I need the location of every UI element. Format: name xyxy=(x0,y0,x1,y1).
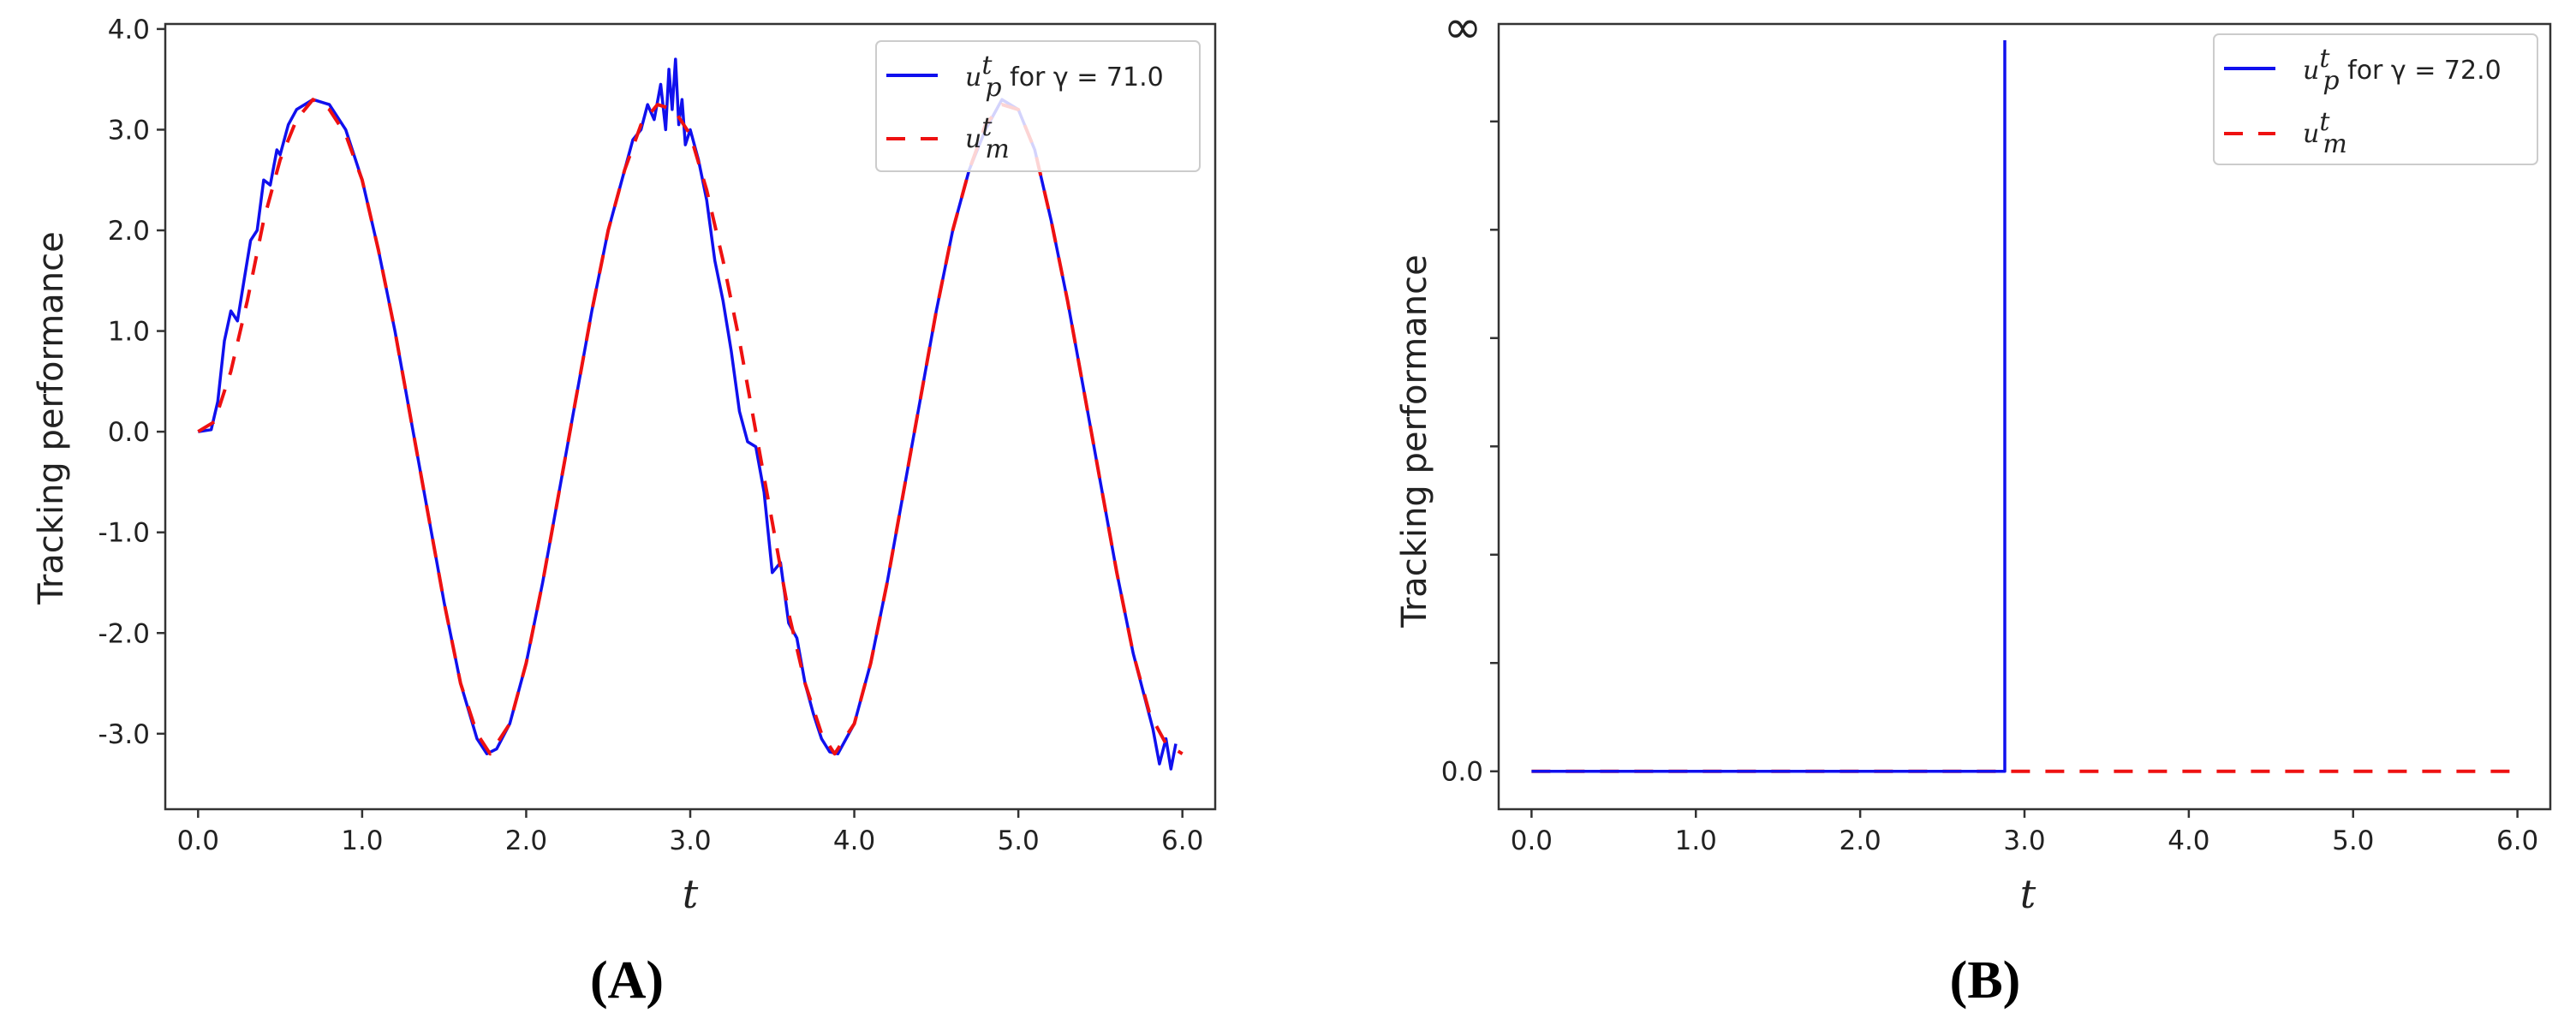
panel-a-x-tick-label: 5.0 xyxy=(997,825,1039,856)
panel-a-x-ticks: 0.0 1.0 2.0 3.0 4.0 5.0 6.0 xyxy=(177,809,1203,856)
panel-b-x-tick-label: 1.0 xyxy=(1675,825,1717,856)
panel-a-y-tick-label: 4.0 xyxy=(108,15,150,45)
panel-a-x-tick-label: 6.0 xyxy=(1161,825,1203,856)
panel-b-legend-entry-um: ut m xyxy=(2303,107,2347,159)
panel-b-y-tick-label: 0.0 xyxy=(1441,757,1483,788)
panel-b-legend-box xyxy=(2213,33,2538,165)
panel-a-x-tick-label: 1.0 xyxy=(341,825,383,856)
panel-a-y-tick-label: 2.0 xyxy=(108,216,150,247)
panel-b-label: (B) xyxy=(1950,951,2021,1010)
panel-a-y-axis-label: Tracking performance xyxy=(32,231,71,605)
panel-b: 0.0 0.0 1.0 2.0 3.0 4.0 5.0 6.0 ∞ Tracking per… xyxy=(1395,0,2552,1010)
panel-a-x-tick-label: 2.0 xyxy=(505,825,547,856)
panel-a-x-tick-label: 3.0 xyxy=(669,825,711,856)
panel-b-legend: ut p for γ = 72.0 ut m xyxy=(2213,33,2538,165)
panel-a-y-tick-label: 0.0 xyxy=(108,417,150,448)
panel-b-y-ticks: 0.0 xyxy=(1441,120,1499,788)
panel-a-legend-box xyxy=(875,40,1201,172)
panel-a-x-tick-label: 4.0 xyxy=(833,825,875,856)
panel-b-series xyxy=(1531,40,2518,773)
panel-a-x-axis-label: t xyxy=(683,871,699,917)
panel-a-y-ticks: -3.0 -2.0 -1.0 0.0 1.0 2.0 3.0 4.0 xyxy=(98,15,165,750)
panel-b-x-tick-label: 4.0 xyxy=(2168,825,2209,856)
panel-b-x-ticks: 0.0 1.0 2.0 3.0 4.0 5.0 6.0 xyxy=(1511,809,2538,856)
panel-a-series-um-line xyxy=(197,98,1184,756)
panel-a-y-tick-label: 1.0 xyxy=(108,317,150,348)
panel-a-legend: ut p for γ = 71.0 ut m xyxy=(875,40,1201,172)
panel-a-y-tick-label: -1.0 xyxy=(98,518,151,549)
panel-b-x-tick-label: 6.0 xyxy=(2496,825,2538,856)
panel-a-y-tick-label: 3.0 xyxy=(108,115,150,146)
panel-a-y-tick-label: -2.0 xyxy=(98,618,151,649)
panel-b-x-tick-label: 3.0 xyxy=(2003,825,2045,856)
panel-b-x-axis-label: t xyxy=(2020,871,2036,917)
panel-b-y-axis-label: Tracking performance xyxy=(1395,254,1434,628)
panel-a-x-tick-label: 0.0 xyxy=(177,825,219,856)
panel-b-x-tick-label: 2.0 xyxy=(1839,825,1881,856)
panel-b-series-up-line xyxy=(1531,40,2007,773)
panel-b-x-tick-label: 0.0 xyxy=(1511,825,1553,856)
panel-a-label: (A) xyxy=(590,951,664,1010)
panel-a-y-tick-label: -3.0 xyxy=(98,719,151,750)
panel-a: -3.0 -2.0 -1.0 0.0 1.0 2.0 3.0 4.0 0.0 1.0 2.0 3.0… xyxy=(32,15,1217,1010)
panel-b-legend-entry-up: ut p for γ = 72.0 xyxy=(2303,44,2501,96)
panel-b-x-tick-label: 5.0 xyxy=(2332,825,2374,856)
panel-a-legend-entry-um: ut m xyxy=(965,112,1010,164)
panel-b-infinity-label: ∞ xyxy=(1444,0,1482,54)
panel-a-legend-entry-up: ut p for γ = 71.0 xyxy=(965,51,1164,103)
